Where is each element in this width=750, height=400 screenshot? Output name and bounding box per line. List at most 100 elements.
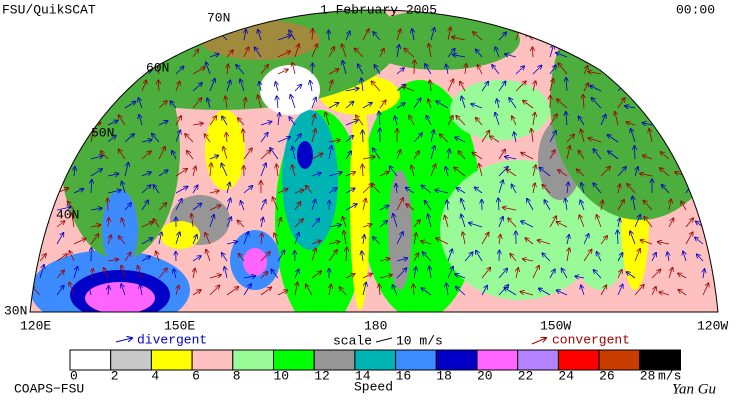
wind-arrow [533,165,536,177]
wind-arrow [498,32,506,41]
wind-arrow [175,169,187,177]
wind-arrow [669,199,671,211]
lon-label: 180 [364,318,387,333]
wind-arrow [243,232,248,245]
wind-arrow [119,115,126,126]
colorbar-tick: 20 [477,368,493,383]
wind-arrow [404,49,415,58]
wind-arrow [379,49,384,58]
wind-arrow [481,286,487,296]
wind-arrow [39,114,44,126]
wind-arrow [428,99,431,109]
wind-arrow [566,146,570,160]
wind-arrow [583,250,592,262]
wind-arrow [567,248,569,262]
wind-arrow [430,164,436,177]
wind-arrow [421,288,432,296]
wind-arrow [520,292,534,296]
wind-arrow [506,169,517,177]
wind-arrow [471,104,483,109]
wind-arrow [458,151,466,160]
wind-arrow [363,235,364,245]
wind-arrow [566,135,574,143]
wind-arrow [328,242,340,245]
wind-arrow [158,80,159,92]
wind-arrow [448,149,450,160]
wind-arrow [430,130,434,143]
wind-arrow [447,49,455,58]
credit: COAPS−FSU [14,381,84,396]
wind-arrow [617,253,623,262]
wind-arrow [90,53,100,58]
color-bin [598,349,641,371]
lon-label: 150W [540,318,571,333]
wind-arrow [260,65,268,75]
wind-arrow [362,224,372,227]
wind-arrow [703,269,705,279]
wind-arrow [277,96,278,109]
wind-arrow [345,31,350,41]
wind-arrow [325,113,330,126]
colorbar-unit: m/s [658,368,681,383]
wind-arrow [206,62,211,75]
wind-arrow [498,217,503,228]
wind-arrow [396,184,397,194]
wind-arrow [328,80,332,92]
wind-arrow [644,102,653,109]
color-bin [150,349,193,371]
colorbar-tick: 14 [355,368,371,383]
wind-arrow [396,29,400,41]
wind-arrow [192,34,202,41]
wind-arrow [209,275,221,279]
wind-arrow [607,135,619,143]
wind-arrow [373,148,381,160]
wind-arrow [312,114,315,126]
wind-arrow [39,69,51,75]
wind-arrow [74,167,75,177]
wind-arrow [413,98,421,109]
wind-arrow [277,189,288,194]
lat-label: 50N [91,125,114,140]
wind-arrow [600,115,606,126]
colorbar-tick: 6 [192,368,200,383]
wind-arrow [503,207,517,210]
wind-arrow [243,284,251,296]
wind-arrow [56,71,68,74]
date: 1 February 2005 [320,2,437,17]
wind-arrow [260,252,270,262]
wind-arrow [549,131,556,143]
wind-arrow [456,116,466,126]
wind-arrow [512,184,517,194]
wind-arrow [617,49,624,58]
wind-arrow [345,102,354,109]
wind-arrow [119,236,126,245]
wind-arrow [310,81,312,92]
legend-scale-value: 10 m/s [396,333,443,348]
wind-arrow [244,30,246,41]
wind-arrow [430,146,435,160]
wind-arrow [90,169,102,177]
wind-arrow [492,65,500,75]
wind-arrow [662,185,670,194]
wind-arrow [345,88,359,91]
wind-arrow [101,62,109,75]
color-bin [476,349,519,371]
wind-arrow [668,268,673,279]
wind-arrow [107,259,118,261]
colorbar-tick: 8 [233,368,241,383]
wind-arrow [464,252,473,262]
wind-arrow [277,250,285,262]
wind-arrow [209,79,215,92]
wind-arrow [107,136,116,143]
wind-arrow [226,242,237,245]
wind-arrow [414,267,416,279]
wind-field [30,10,718,312]
wind-arrow [702,147,710,160]
wind-arrow [533,81,536,92]
wind-arrow [172,151,177,160]
signature: Yan Gu [672,381,716,397]
wind-arrow [515,66,524,75]
wind-arrow [473,32,483,41]
wind-arrow [141,151,151,160]
wind-arrow [396,68,404,75]
